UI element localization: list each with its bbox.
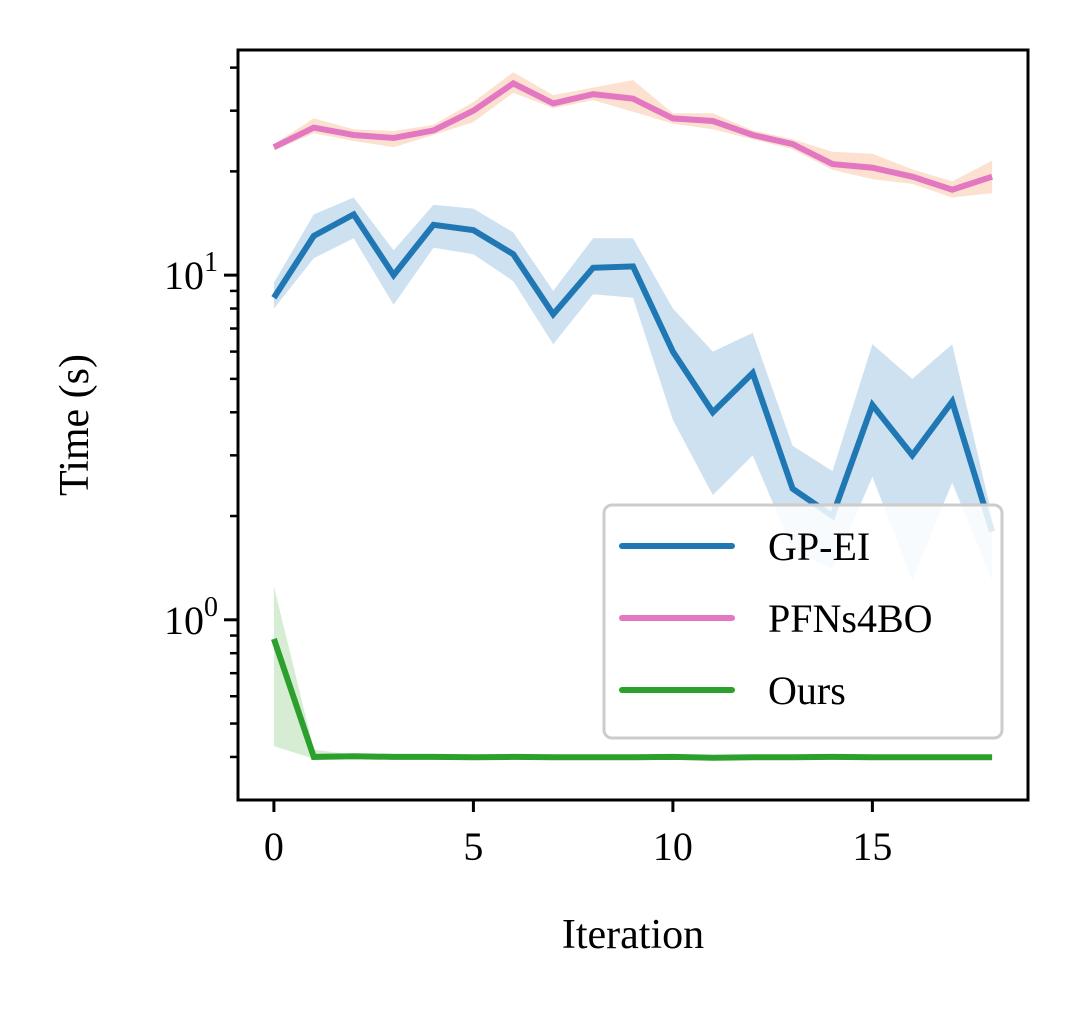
legend: GP-EI PFNs4BO Ours (602, 503, 1004, 740)
point-gp-ei-6 (510, 251, 516, 257)
point-ours-13 (790, 754, 796, 760)
point-pfns4bo-10 (670, 115, 676, 121)
point-ours-11 (710, 755, 716, 761)
point-gp-ei-9 (630, 263, 636, 269)
point-ours-18 (989, 754, 995, 760)
point-pfns4bo-14 (830, 161, 836, 167)
x-axis-label: Iteration (562, 912, 704, 958)
point-gp-ei-2 (351, 211, 357, 217)
point-gp-ei-7 (550, 311, 556, 317)
point-gp-ei-3 (391, 272, 397, 278)
point-pfns4bo-16 (909, 174, 915, 180)
point-pfns4bo-2 (351, 132, 357, 138)
point-pfns4bo-1 (311, 125, 317, 131)
point-pfns4bo-11 (710, 118, 716, 124)
point-ours-10 (670, 754, 676, 760)
x-tick-label-0: 0 (264, 824, 284, 869)
point-pfns4bo-0 (271, 144, 277, 150)
point-gp-ei-10 (670, 349, 676, 355)
point-ours-8 (590, 754, 596, 760)
point-gp-ei-12 (750, 370, 756, 376)
point-pfns4bo-9 (630, 96, 636, 102)
point-pfns4bo-17 (949, 187, 955, 193)
point-ours-3 (391, 754, 397, 760)
point-pfns4bo-13 (790, 141, 796, 147)
band-gp-ei (273, 197, 993, 581)
point-ours-16 (909, 754, 915, 760)
point-pfns4bo-6 (510, 80, 516, 86)
point-pfns4bo-4 (431, 127, 437, 133)
point-gp-ei-0 (271, 295, 277, 301)
point-pfns4bo-3 (391, 135, 397, 141)
point-ours-6 (510, 754, 516, 760)
point-ours-7 (550, 754, 556, 760)
point-pfns4bo-18 (989, 174, 995, 180)
point-gp-ei-4 (431, 222, 437, 228)
point-gp-ei-1 (311, 233, 317, 239)
point-gp-ei-13 (790, 486, 796, 492)
point-gp-ei-8 (590, 265, 596, 271)
point-gp-ei-11 (710, 409, 716, 415)
point-gp-ei-5 (470, 227, 476, 233)
line-ours (271, 637, 993, 761)
point-ours-1 (311, 754, 317, 760)
point-ours-14 (830, 754, 836, 760)
line-gp-ei (271, 210, 995, 533)
legend-label-ours: Ours (768, 668, 846, 713)
point-pfns4bo-15 (869, 165, 875, 171)
legend-frame (602, 503, 1004, 740)
point-ours-17 (949, 754, 955, 760)
y-tick-label-1: 100 (164, 592, 218, 643)
point-gp-ei-15 (869, 402, 875, 408)
legend-entry-ours: Ours (619, 668, 846, 713)
point-ours-12 (750, 754, 756, 760)
line-pfns4bo (272, 79, 994, 193)
y-axis-label: Time (s) (52, 354, 98, 496)
point-ours-5 (470, 754, 476, 760)
x-tick-label-10: 10 (653, 824, 693, 869)
point-ours-0 (271, 636, 277, 642)
point-ours-9 (630, 754, 636, 760)
point-pfns4bo-12 (750, 132, 756, 138)
y-axis-ticks: 100 101 (164, 66, 238, 759)
point-gp-ei-16 (909, 452, 915, 458)
legend-entry-gp-ei: GP-EI (619, 524, 870, 569)
point-pfns4bo-7 (550, 100, 556, 106)
y-tick-label-10: 101 (164, 247, 218, 298)
point-gp-ei-17 (949, 399, 955, 405)
point-ours-15 (869, 754, 875, 760)
point-pfns4bo-8 (590, 91, 596, 97)
plot-frame (236, 48, 1030, 802)
point-ours-4 (431, 754, 437, 760)
x-tick-label-15: 15 (852, 824, 892, 869)
x-tick-label-5: 5 (463, 824, 483, 869)
x-axis-ticks: 0 5 10 15 (264, 800, 892, 869)
legend-label-pfns4bo: PFNs4BO (768, 596, 933, 641)
point-ours-2 (351, 753, 357, 759)
series-lines (271, 79, 995, 761)
point-pfns4bo-5 (470, 108, 476, 114)
legend-label-gp-ei: GP-EI (768, 524, 870, 569)
legend-entry-pfns4bo: PFNs4BO (619, 596, 933, 641)
